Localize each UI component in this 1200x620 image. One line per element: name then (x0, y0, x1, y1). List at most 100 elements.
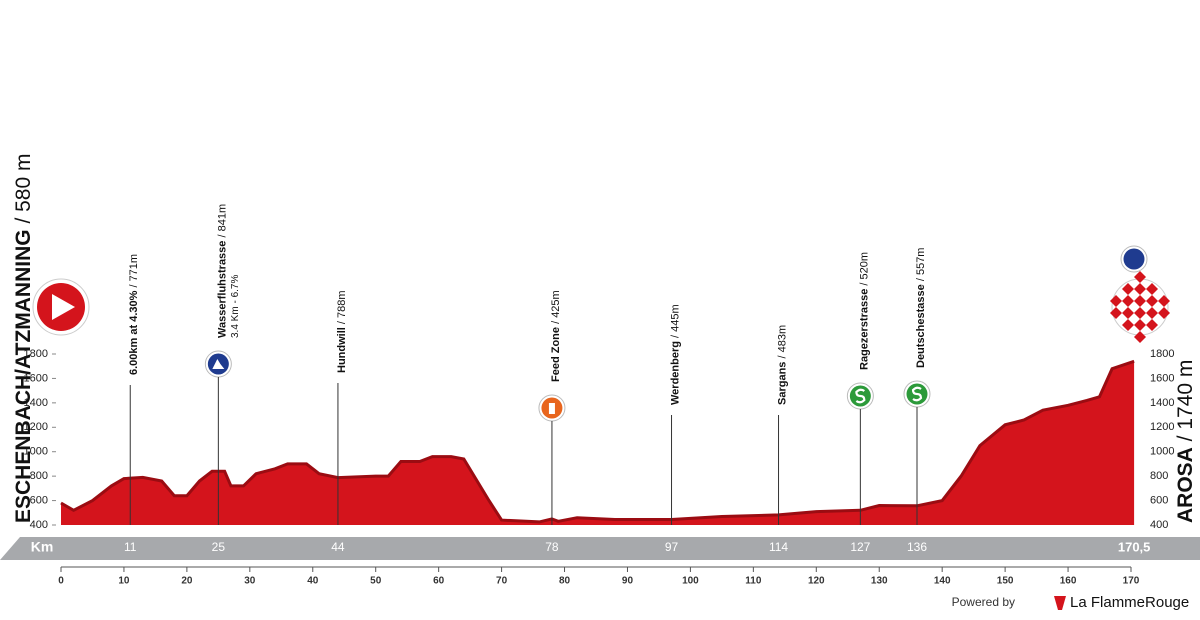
x-tick-label: 20 (181, 576, 193, 587)
point-height: / 483m (776, 325, 788, 359)
brand: La FlammeRouge (1070, 594, 1189, 611)
start-arrow (52, 294, 75, 320)
point-label: Werdenberg / 445m (669, 304, 681, 405)
point-height: / 771m (128, 254, 140, 288)
brand-logo (1054, 596, 1066, 610)
credit: Powered by (952, 595, 1015, 609)
point-height: / 520m (858, 252, 870, 286)
finish-check (1110, 271, 1170, 343)
point-label: Wasserfluhstrasse / 841m (216, 204, 228, 338)
sprint-glyph (855, 388, 866, 404)
check-square (1122, 283, 1134, 295)
point-label: 6.00km at 4.30% / 771m (128, 254, 140, 375)
y2-tick-label: 1400 (1150, 397, 1174, 409)
y2-tick-label: 400 (1150, 519, 1168, 531)
point-label: Sargans / 483m (776, 325, 788, 405)
x-tick-label: 120 (808, 576, 825, 587)
check-square (1146, 295, 1158, 307)
y2-tick-label: 1600 (1150, 372, 1174, 384)
point-height: / 841m (216, 204, 228, 238)
x-tick-label: 0 (58, 576, 64, 587)
point-note: 3.4 Km - 6.7% (230, 275, 241, 338)
point-name: Werdenberg (669, 341, 681, 405)
check-square (1134, 331, 1146, 343)
y2-tick-label: 1200 (1150, 421, 1174, 433)
check-square (1146, 283, 1158, 295)
kom-glyph (212, 359, 225, 369)
elevation-ridge (60, 359, 1135, 524)
check-square (1158, 295, 1170, 307)
y2-tick-label: 1800 (1150, 348, 1174, 360)
check-square (1110, 295, 1122, 307)
point-name: 6.00km at 4.30% (128, 290, 140, 375)
x-tick-label: 90 (622, 576, 634, 587)
x-tick-label: 60 (433, 576, 445, 587)
km-mark: 136 (907, 540, 927, 554)
x-tick-label: 150 (997, 576, 1014, 587)
check-square (1146, 319, 1158, 331)
elevation-area (61, 361, 1135, 525)
km-mark: 44 (331, 540, 345, 554)
x-tick-label: 110 (745, 576, 762, 587)
point-name: Hundwill (336, 327, 348, 373)
y-tick-label: 1200 (24, 421, 48, 433)
point-name: Ragezerstrasse (858, 289, 870, 370)
point-label: Ragezerstrasse / 520m (858, 252, 870, 370)
check-square (1146, 307, 1158, 319)
km-mark: 97 (665, 540, 679, 554)
km-label: Km (31, 539, 54, 555)
y2-tick-label: 800 (1150, 470, 1168, 482)
x-tick-label: 130 (871, 576, 888, 587)
start-name: ESCHENBACH/ATZMANNING (12, 229, 35, 523)
check-square (1134, 307, 1146, 319)
finish-height: / 1740 m (1174, 360, 1197, 442)
point-height: / 445m (669, 304, 681, 338)
km-mark: 25 (212, 540, 226, 554)
x-tick-label: 80 (559, 576, 571, 587)
km-mark: 170,5 (1118, 539, 1151, 554)
km-mark: 78 (545, 540, 559, 554)
check-square (1122, 295, 1134, 307)
point-name: Wasserfluhstrasse (216, 241, 228, 338)
check-square (1134, 283, 1146, 295)
point-height: / 425m (550, 290, 562, 324)
check-square (1134, 319, 1146, 331)
km-mark: 127 (850, 540, 870, 554)
finish-name: AROSA (1174, 447, 1197, 523)
km-bar (0, 537, 1200, 560)
y-tick-label: 400 (30, 519, 48, 531)
check-square (1134, 271, 1146, 283)
finish-label: AROSA / 1740 m (1174, 360, 1197, 523)
check-square (1134, 295, 1146, 307)
x-tick-label: 40 (307, 576, 319, 587)
point-label: Deutschestasse / 557m (915, 248, 927, 368)
x-tick-label: 160 (1060, 576, 1077, 587)
y-tick-label: 600 (30, 494, 48, 506)
x-tick-label: 10 (118, 576, 130, 587)
x-tick-label: 100 (682, 576, 699, 587)
feed-glyph (548, 403, 555, 414)
point-name: Feed Zone (550, 327, 562, 382)
km-mark: 114 (769, 540, 788, 554)
point-label: Hundwill / 788m (336, 290, 348, 373)
check-square (1110, 307, 1122, 319)
point-height: / 557m (915, 248, 927, 282)
point-label: Feed Zone / 425m (550, 290, 562, 382)
start-label: ESCHENBACH/ATZMANNING / 580 m (12, 154, 35, 524)
check-square (1122, 319, 1134, 331)
y-tick-label: 1000 (24, 446, 48, 458)
y2-tick-label: 1000 (1150, 446, 1174, 458)
y-tick-label: 1400 (24, 397, 48, 409)
esp-icon (1123, 248, 1145, 270)
start-height: / 580 m (12, 154, 35, 224)
check-square (1158, 307, 1170, 319)
sprint-glyph (911, 386, 923, 402)
x-tick-label: 170 (1123, 576, 1140, 587)
y-tick-label: 800 (30, 470, 48, 482)
y2-tick-label: 600 (1150, 494, 1168, 506)
point-height: / 788m (336, 290, 348, 324)
x-tick-label: 50 (370, 576, 382, 587)
x-tick-label: 70 (496, 576, 508, 587)
y-tick-label: 1600 (24, 372, 48, 384)
check-square (1122, 307, 1134, 319)
